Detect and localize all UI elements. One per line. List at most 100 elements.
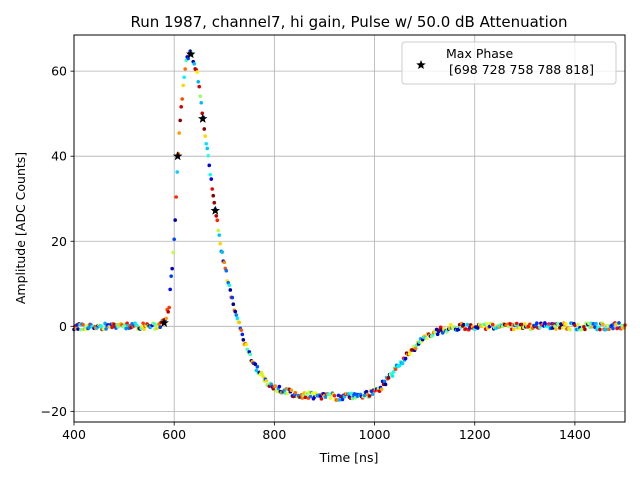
scatter-point xyxy=(520,322,524,327)
scatter-point xyxy=(390,374,395,378)
scatter-point xyxy=(535,321,539,326)
scatter-point xyxy=(124,326,128,331)
scatter-point xyxy=(183,67,187,71)
scatter-point xyxy=(475,326,480,330)
scatter-point xyxy=(177,131,181,135)
axis-ticks: 400 600 800 1000 1200 1400 −20 0 20 40 60 xyxy=(41,64,591,442)
scatter-point xyxy=(235,316,240,321)
scatter-point xyxy=(518,326,522,330)
y-tick-label: 20 xyxy=(51,234,67,249)
scatter-points xyxy=(72,49,627,402)
legend-entry-title: Max Phase xyxy=(446,46,513,61)
scatter-point xyxy=(142,327,146,332)
legend: Max Phase [698 728 758 788 818] xyxy=(401,41,617,85)
scatter-point xyxy=(192,62,197,66)
scatter-point xyxy=(568,327,572,332)
scatter-point xyxy=(400,361,405,366)
scatter-point xyxy=(244,342,249,347)
scatter-point xyxy=(172,237,176,242)
scatter-point xyxy=(169,274,173,278)
y-tick-label: −20 xyxy=(41,404,67,419)
scatter-point xyxy=(87,325,91,330)
scatter-point xyxy=(224,268,229,273)
scatter-point xyxy=(393,367,398,371)
scatter-point xyxy=(140,324,144,329)
max-phase-star xyxy=(172,151,183,161)
y-tick-label: 60 xyxy=(51,64,67,79)
scatter-point xyxy=(594,321,598,326)
x-tick-label: 400 xyxy=(62,427,86,442)
scatter-point xyxy=(217,233,222,237)
scatter-point xyxy=(424,336,429,341)
scatter-point xyxy=(254,368,259,373)
scatter-point xyxy=(346,392,351,396)
scatter-point xyxy=(362,393,367,398)
legend-entry-phases: [698 728 758 788 818] xyxy=(449,62,594,77)
scatter-point xyxy=(285,391,290,396)
scatter-point xyxy=(182,75,186,80)
scatter-point xyxy=(340,397,345,402)
scatter-point xyxy=(554,327,558,331)
scatter-point xyxy=(206,153,211,158)
scatter-point xyxy=(173,218,177,222)
scatter-point xyxy=(465,322,470,327)
legend-box xyxy=(401,41,617,85)
scatter-point xyxy=(180,97,184,101)
x-tick-label: 600 xyxy=(162,427,186,442)
scatter-point xyxy=(218,241,223,246)
scatter-point xyxy=(135,323,139,328)
scatter-point xyxy=(164,316,168,321)
scatter-point xyxy=(233,309,238,314)
scatter-point xyxy=(110,325,114,330)
legend-star-marker xyxy=(416,60,426,70)
plot-frame xyxy=(73,34,626,423)
scatter-point xyxy=(435,332,440,337)
scatter-point xyxy=(461,322,466,327)
scatter-point xyxy=(245,347,250,352)
x-tick-label: 1200 xyxy=(459,427,491,442)
scatter-point xyxy=(332,393,337,398)
scatter-point xyxy=(253,362,258,367)
scatter-point xyxy=(196,79,201,84)
scatter-point xyxy=(601,322,605,327)
scatter-point xyxy=(598,327,602,332)
scatter-point xyxy=(379,387,384,391)
x-axis-label: Time [ns] xyxy=(319,450,379,465)
y-tick-label: 0 xyxy=(59,319,67,334)
scatter-point xyxy=(590,325,594,329)
scatter-point xyxy=(99,324,103,328)
scatter-point xyxy=(175,170,179,174)
scatter-point xyxy=(328,396,333,401)
scatter-point xyxy=(205,146,210,151)
scatter-point xyxy=(604,327,608,332)
scatter-point xyxy=(198,94,203,99)
scatter-point xyxy=(178,118,182,123)
scatter-point xyxy=(141,321,145,326)
max-phase-star xyxy=(185,49,196,59)
scatter-point xyxy=(212,200,217,205)
scatter-point xyxy=(158,325,162,330)
scatter-point xyxy=(289,388,294,393)
max-phase-star xyxy=(197,113,208,123)
scatter-point xyxy=(308,394,313,399)
scatter-point xyxy=(216,228,221,233)
scatter-point xyxy=(167,305,171,310)
scatter-point xyxy=(234,313,239,317)
scatter-point xyxy=(391,370,396,374)
scatter-point xyxy=(204,141,209,146)
scatter-point xyxy=(240,332,245,337)
scatter-point xyxy=(197,84,202,89)
scatter-point xyxy=(186,56,191,61)
scatter-point xyxy=(277,384,282,389)
chart-title: Run 1987, channel7, hi gain, Pulse w/ 50… xyxy=(130,13,567,31)
scatter-point xyxy=(170,266,174,271)
scatter-point xyxy=(273,384,278,388)
scatter-point xyxy=(255,364,260,369)
scatter-point xyxy=(561,326,565,330)
scatter-point xyxy=(538,325,542,330)
scatter-point xyxy=(214,214,219,218)
scatter-point xyxy=(264,379,269,383)
scatter-point xyxy=(166,310,170,314)
scatter-point xyxy=(168,287,172,292)
